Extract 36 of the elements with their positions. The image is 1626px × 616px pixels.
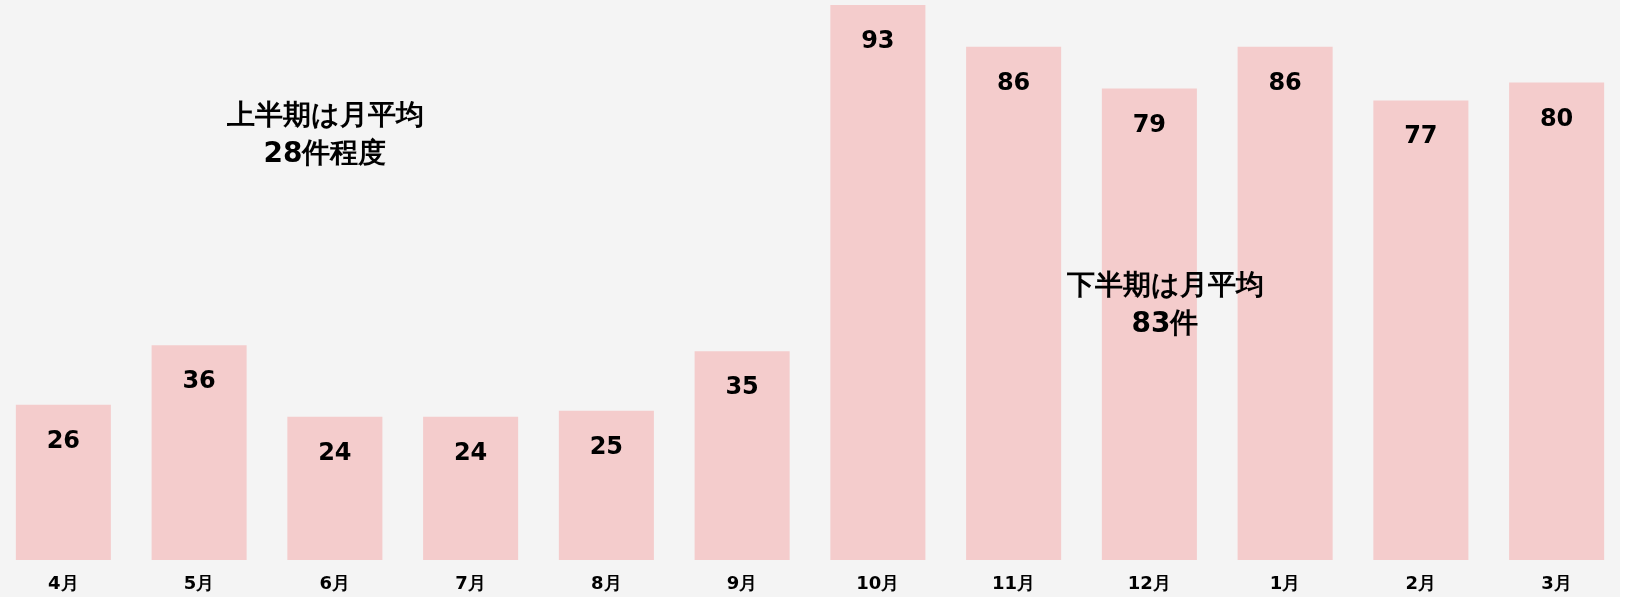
data-label: 35 [725, 372, 759, 401]
bar [694, 351, 790, 560]
bar [423, 416, 519, 560]
x-tick-label: 12月 [1127, 571, 1171, 593]
data-label: 80 [1539, 103, 1574, 132]
data-label: 86 [996, 67, 1031, 96]
bar [15, 404, 111, 560]
data-label: 24 [453, 437, 488, 466]
x-tick-label: 9月 [726, 571, 758, 593]
data-label: 26 [46, 425, 81, 454]
annotation: 上半期は月平均 28件程度 [225, 98, 424, 169]
bar [558, 410, 654, 560]
data-label: 36 [182, 366, 216, 395]
data-label: 77 [1404, 121, 1438, 150]
x-tick-label: 7月 [455, 571, 486, 593]
annotation: 下半期は月平均 83件 [1065, 268, 1264, 339]
bar [1509, 82, 1605, 560]
bar [966, 46, 1062, 560]
data-label: 86 [1268, 67, 1302, 96]
bar [151, 345, 247, 560]
data-label: 93 [861, 26, 895, 54]
data-label: 24 [318, 437, 352, 466]
bar [830, 5, 926, 560]
x-tick-label: 11月 [992, 571, 1036, 593]
x-tick-label: 10月 [856, 571, 900, 593]
x-tick-label: 6月 [319, 571, 351, 593]
x-tick-label: 2月 [1405, 571, 1437, 593]
bar [1373, 100, 1469, 560]
x-tick-label: 8月 [591, 571, 622, 593]
data-label: 79 [1132, 109, 1167, 138]
x-tick-label: 5月 [183, 571, 215, 593]
bar [287, 416, 383, 560]
x-tick-label: 3月 [1541, 571, 1572, 593]
data-label: 25 [589, 431, 624, 460]
x-tick-label: 1月 [1269, 571, 1301, 593]
x-tick-label: 4月 [48, 571, 79, 593]
